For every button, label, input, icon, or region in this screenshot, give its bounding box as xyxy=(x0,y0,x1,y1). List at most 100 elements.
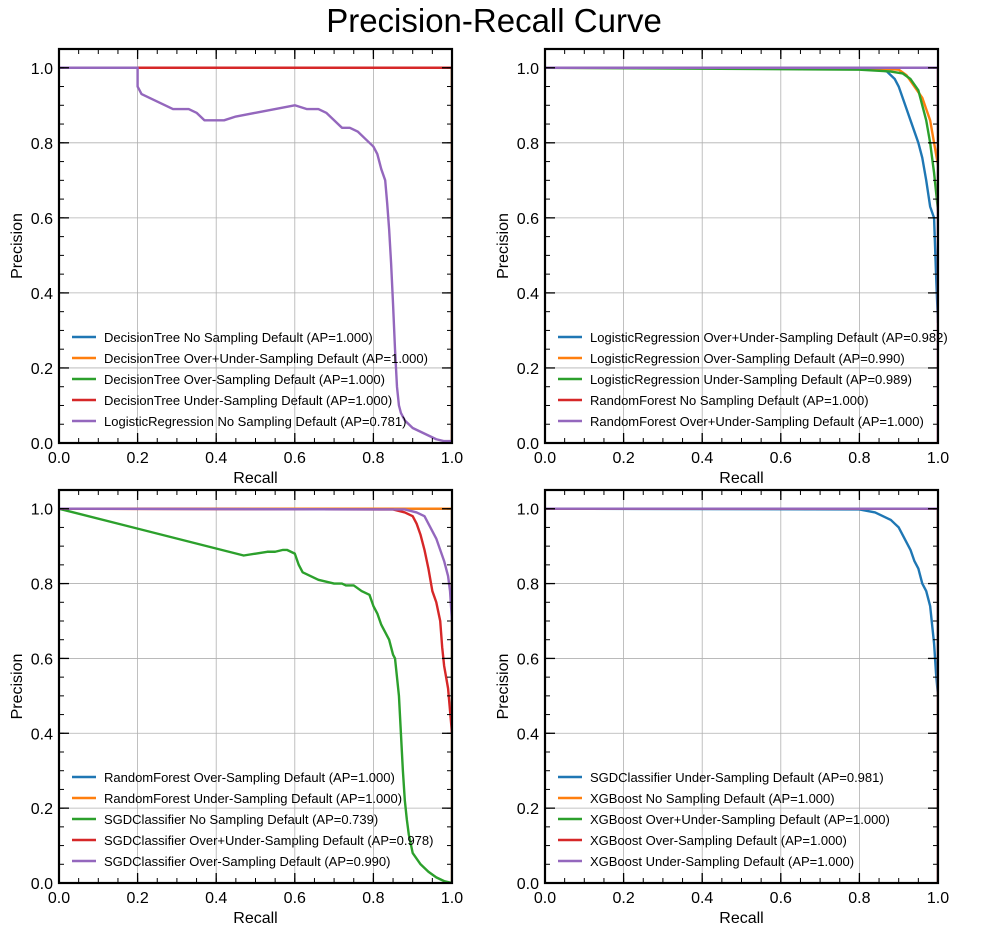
subplot-3: 0.0 0.2 0.4 0.6 0.8 1.0 0.0 0.2 0.4 0.6 0.8 1.0 Reca… xyxy=(9,488,463,927)
series-group xyxy=(59,507,452,883)
y-tick-label: 0.0 xyxy=(31,876,53,893)
legend-label: RandomForest Over-Sampling Default (AP=1… xyxy=(104,770,395,785)
legend-label: LogisticRegression Over-Sampling Default… xyxy=(590,351,905,366)
series-line-4 xyxy=(59,66,452,443)
y-tick-label: 0.8 xyxy=(517,577,539,594)
legend-label: LogisticRegression Over+Under-Sampling D… xyxy=(590,330,948,345)
axes-frame xyxy=(57,488,454,885)
y-tick-label: 0.0 xyxy=(517,876,539,893)
y-axis-label: Precision xyxy=(9,654,26,720)
legend: RandomForest Over-Sampling Default (AP=1… xyxy=(72,770,433,869)
x-tick-label: 0.6 xyxy=(284,890,306,907)
legend-label: XGBoost Over-Sampling Default (AP=1.000) xyxy=(590,833,847,848)
series-line-1 xyxy=(545,507,938,696)
legend-label: LogisticRegression No Sampling Default (… xyxy=(104,414,406,429)
x-tick-label: 0.0 xyxy=(534,450,556,467)
x-axis-label: Recall xyxy=(719,910,763,927)
y-axis-label: Precision xyxy=(495,213,512,279)
y-tick-label: 0.2 xyxy=(31,801,53,818)
legend-label: LogisticRegression Under-Sampling Defaul… xyxy=(590,372,912,387)
legend-label: DecisionTree Over-Sampling Default (AP=1… xyxy=(104,372,385,387)
series-line-1 xyxy=(545,66,938,323)
x-axis-label: Recall xyxy=(719,470,763,487)
x-tick-label: 0.4 xyxy=(205,890,227,907)
series-line-5 xyxy=(545,507,938,883)
x-tick-label: 0.8 xyxy=(362,890,384,907)
x-tick-label: 0.8 xyxy=(848,450,870,467)
series-group xyxy=(59,66,452,443)
x-tick-label: 0.4 xyxy=(691,450,713,467)
legend: LogisticRegression Over+Under-Sampling D… xyxy=(558,330,948,429)
x-tick-label: 0.0 xyxy=(48,890,70,907)
y-tick-label: 0.6 xyxy=(517,651,539,668)
figure-title: Precision-Recall Curve xyxy=(326,2,662,39)
series-group xyxy=(545,66,938,443)
subplot-4: 0.0 0.2 0.4 0.6 0.8 1.0 0.0 0.2 0.4 0.6 0.8 1.0 Reca… xyxy=(495,488,949,927)
legend-label: SGDClassifier No Sampling Default (AP=0.… xyxy=(104,812,378,827)
y-tick-label: 0.4 xyxy=(517,286,539,303)
x-tick-label: 1.0 xyxy=(441,890,463,907)
subplot-2: 0.0 0.2 0.4 0.6 0.8 1.0 0.0 0.2 0.4 0.6 0.8 1.0 Reca… xyxy=(495,47,949,487)
legend: SGDClassifier Under-Sampling Default (AP… xyxy=(558,770,890,869)
legend-label: SGDClassifier Under-Sampling Default (AP… xyxy=(590,770,884,785)
subplot-1: 0.0 0.2 0.4 0.6 0.8 1.0 0.0 0.2 0.4 0.6 0.8 1.0 Reca… xyxy=(9,47,463,487)
axes-frame xyxy=(543,47,940,445)
x-tick-label: 0.6 xyxy=(770,450,792,467)
y-tick-label: 0.6 xyxy=(31,211,53,228)
legend-label: DecisionTree Under-Sampling Default (AP=… xyxy=(104,393,392,408)
y-tick-label: 0.8 xyxy=(517,136,539,153)
series-line-5 xyxy=(545,66,938,443)
series-line-5 xyxy=(59,66,452,443)
series-group xyxy=(545,507,938,883)
series-line-5 xyxy=(59,507,452,622)
legend-label: RandomForest Over+Under-Sampling Default… xyxy=(590,414,924,429)
x-axis-label: Recall xyxy=(233,910,277,927)
x-axis-label: Recall xyxy=(233,470,277,487)
x-tick-label: 0.6 xyxy=(284,450,306,467)
legend-label: RandomForest No Sampling Default (AP=1.0… xyxy=(590,393,869,408)
y-tick-label: 0.2 xyxy=(517,361,539,378)
y-tick-label: 0.2 xyxy=(517,801,539,818)
x-tick-label: 0.4 xyxy=(691,890,713,907)
legend: DecisionTree No Sampling Default (AP=1.0… xyxy=(72,330,428,429)
series-line-2 xyxy=(545,66,938,166)
x-tick-label: 1.0 xyxy=(927,890,949,907)
y-tick-label: 0.4 xyxy=(31,726,53,743)
y-tick-label: 0.8 xyxy=(31,136,53,153)
x-tick-label: 0.2 xyxy=(612,890,634,907)
x-tick-label: 0.8 xyxy=(848,890,870,907)
series-line-4 xyxy=(59,507,452,734)
legend-label: RandomForest Under-Sampling Default (AP=… xyxy=(104,791,402,806)
legend-label: DecisionTree Over+Under-Sampling Default… xyxy=(104,351,428,366)
legend-label: XGBoost Over+Under-Sampling Default (AP=… xyxy=(590,812,890,827)
legend-label: XGBoost No Sampling Default (AP=1.000) xyxy=(590,791,835,806)
y-tick-label: 0.4 xyxy=(517,726,539,743)
y-tick-label: 0.6 xyxy=(31,651,53,668)
legend-label: SGDClassifier Over+Under-Sampling Defaul… xyxy=(104,833,433,848)
x-tick-label: 0.2 xyxy=(612,450,634,467)
series-line-3 xyxy=(59,507,452,883)
x-tick-label: 1.0 xyxy=(441,450,463,467)
x-tick-label: 0.0 xyxy=(48,450,70,467)
y-axis-label: Precision xyxy=(9,213,26,279)
x-tick-label: 1.0 xyxy=(927,450,949,467)
axes-frame xyxy=(57,47,454,445)
series-line-3 xyxy=(545,66,938,211)
y-tick-label: 1.0 xyxy=(517,61,539,78)
x-tick-label: 0.2 xyxy=(126,450,148,467)
y-tick-label: 1.0 xyxy=(31,61,53,78)
x-tick-label: 0.8 xyxy=(362,450,384,467)
x-tick-label: 0.6 xyxy=(770,890,792,907)
axes-frame xyxy=(543,488,940,885)
y-tick-label: 1.0 xyxy=(517,502,539,519)
x-tick-label: 0.4 xyxy=(205,450,227,467)
y-tick-label: 0.8 xyxy=(31,577,53,594)
x-tick-label: 0.2 xyxy=(126,890,148,907)
y-tick-label: 1.0 xyxy=(31,502,53,519)
y-tick-label: 0.0 xyxy=(31,436,53,453)
y-tick-label: 0.2 xyxy=(31,361,53,378)
y-tick-label: 0.0 xyxy=(517,436,539,453)
y-tick-label: 0.4 xyxy=(31,286,53,303)
